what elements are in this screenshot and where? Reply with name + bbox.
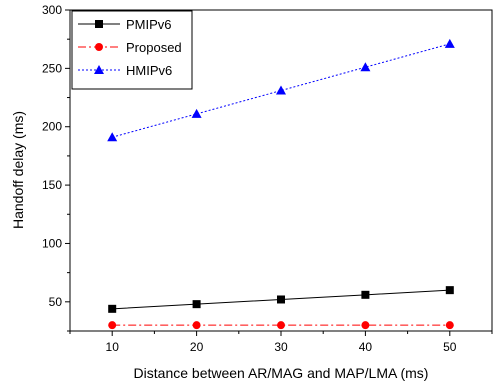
x-axis-label: Distance between AR/MAG and MAP/LMA (ms) (134, 365, 429, 381)
x-tick-label: 40 (359, 340, 373, 354)
legend: PMIPv6 Proposed HMIPv6 (71, 10, 193, 90)
x-tick-label: 50 (443, 340, 457, 354)
y-tick-label: 50 (49, 295, 63, 309)
data-point-hmipv6 (360, 62, 371, 72)
legend-marker-proposed (95, 43, 103, 51)
x-axis-ticks: 10 20 30 40 50 (69, 331, 493, 354)
series-proposed (108, 321, 454, 330)
x-tick-label: 10 (106, 340, 120, 354)
y-axis-label: Handoff delay (ms) (10, 111, 26, 229)
legend-label-proposed: Proposed (126, 40, 182, 55)
data-point-proposed (277, 321, 285, 330)
data-point-hmipv6 (107, 132, 118, 142)
data-point-pmipv6 (192, 300, 201, 309)
legend-marker-hmipv6 (94, 65, 104, 74)
data-point-proposed (192, 321, 201, 330)
data-point-proposed (445, 321, 454, 330)
legend-marker-pmipv6 (95, 20, 103, 28)
series-hmipv6 (107, 38, 455, 142)
data-point-pmipv6 (277, 295, 285, 304)
data-point-pmipv6 (445, 286, 454, 295)
y-tick-label: 150 (42, 178, 62, 192)
data-point-pmipv6 (108, 304, 117, 313)
x-tick-label: 30 (274, 340, 288, 354)
series-pmipv6 (108, 286, 454, 313)
x-tick-label: 20 (190, 340, 204, 354)
y-axis-ticks: 50 100 150 200 250 300 (42, 3, 70, 332)
data-point-pmipv6 (361, 290, 370, 299)
data-point-hmipv6 (276, 85, 286, 95)
data-point-proposed (361, 321, 370, 330)
series-layer (107, 38, 455, 330)
data-point-proposed (108, 321, 117, 330)
y-tick-label: 100 (42, 236, 62, 250)
data-point-hmipv6 (444, 38, 455, 48)
legend-label-pmipv6: PMIPv6 (126, 17, 172, 32)
legend-label-hmipv6: HMIPv6 (126, 63, 172, 78)
y-tick-label: 200 (42, 120, 62, 134)
data-point-hmipv6 (191, 108, 202, 118)
y-tick-label: 250 (42, 61, 62, 75)
y-tick-label: 300 (42, 3, 62, 17)
